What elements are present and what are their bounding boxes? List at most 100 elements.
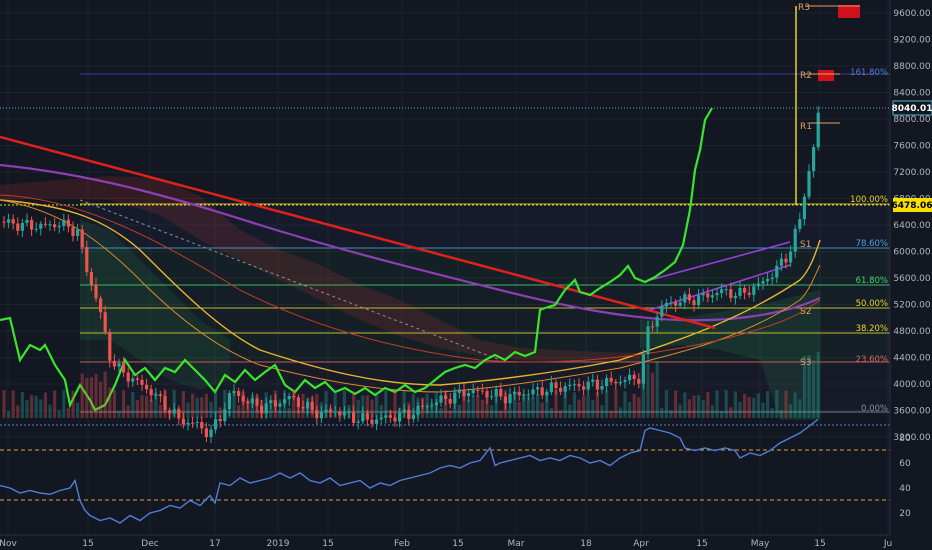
volume-bar bbox=[200, 397, 204, 418]
candle-body bbox=[283, 399, 287, 404]
volume-bar bbox=[237, 405, 241, 418]
candle-body bbox=[237, 391, 241, 396]
volume-bar bbox=[467, 399, 471, 418]
volume-bar bbox=[715, 390, 719, 418]
rsi-axis[interactable]: 80 60 40 20 bbox=[899, 434, 911, 519]
candle-body bbox=[89, 271, 93, 285]
volume-bar bbox=[260, 399, 264, 418]
candle-body bbox=[361, 413, 365, 422]
candle-body bbox=[103, 312, 107, 332]
candle-body bbox=[66, 219, 70, 227]
candle-body bbox=[747, 292, 751, 295]
candle-body bbox=[779, 258, 783, 266]
volume-bar bbox=[319, 402, 323, 418]
wedge-upper[interactable] bbox=[649, 241, 791, 281]
volume-bar bbox=[227, 410, 231, 418]
candle-body bbox=[430, 405, 434, 407]
candle-body bbox=[733, 295, 737, 299]
candle-body bbox=[646, 326, 650, 355]
r3-target-box[interactable] bbox=[838, 5, 860, 18]
candle-body bbox=[20, 222, 24, 231]
time-tick-label: 15 bbox=[814, 539, 825, 549]
time-tick-label: May bbox=[751, 539, 770, 549]
candle-body bbox=[379, 417, 383, 420]
candle-body bbox=[186, 422, 190, 425]
volume-bar bbox=[674, 390, 678, 418]
candle-body bbox=[296, 397, 300, 407]
price-tick-label: 4400.00 bbox=[893, 354, 930, 364]
candlesticks[interactable] bbox=[2, 106, 820, 444]
candle-body bbox=[559, 388, 563, 392]
volume-bar bbox=[646, 363, 650, 418]
candle-body bbox=[793, 228, 797, 252]
rsi-tick-label: 20 bbox=[899, 509, 911, 519]
volume-bar bbox=[181, 391, 185, 418]
volume-bars bbox=[2, 351, 820, 418]
volume-bar bbox=[89, 377, 93, 418]
candle-body bbox=[743, 288, 747, 293]
candle-body bbox=[660, 306, 664, 317]
volume-bar bbox=[766, 390, 770, 418]
time-tick-label: 18 bbox=[580, 539, 592, 549]
volume-bar bbox=[241, 392, 245, 418]
candle-body bbox=[439, 395, 443, 403]
volume-bar bbox=[660, 408, 664, 418]
candle-body bbox=[365, 413, 369, 420]
candle-body bbox=[393, 417, 397, 422]
candle-body bbox=[117, 363, 121, 367]
volume-bar bbox=[163, 390, 167, 418]
candle-body bbox=[697, 295, 701, 306]
volume-bar bbox=[273, 390, 277, 418]
pivot-r1: R1 bbox=[800, 122, 812, 132]
candle-body bbox=[563, 386, 567, 392]
fib-label-100: 100.00% bbox=[850, 195, 888, 205]
volume-bar bbox=[112, 390, 116, 418]
volume-bar bbox=[66, 408, 70, 418]
volume-bar bbox=[375, 392, 379, 418]
volume-bar bbox=[287, 407, 291, 418]
candle-body bbox=[508, 393, 512, 404]
volume-bar bbox=[517, 402, 521, 418]
volume-bar bbox=[356, 399, 360, 418]
volume-bar bbox=[177, 408, 181, 418]
volume-bar bbox=[30, 395, 34, 418]
time-tick-label: 15 bbox=[452, 539, 463, 549]
candle-body bbox=[462, 389, 466, 397]
volume-bar bbox=[586, 395, 590, 418]
volume-bar bbox=[536, 393, 540, 418]
cloud-red bbox=[0, 176, 640, 362]
volume-bar bbox=[793, 392, 797, 418]
volume-bar bbox=[333, 390, 337, 418]
volume-bar bbox=[448, 410, 452, 418]
candle-body bbox=[416, 405, 420, 415]
volume-bar bbox=[563, 390, 567, 418]
volume-bar bbox=[283, 390, 287, 418]
candle-body bbox=[370, 419, 374, 424]
marked-price-text: 6478.06 bbox=[892, 201, 932, 211]
candle-body bbox=[448, 399, 452, 404]
volume-bar bbox=[706, 392, 710, 418]
time-axis[interactable]: Nov 15 Dec 17 2019 15 Feb 15 Mar 18 Apr 15 May 15 Ju bbox=[0, 539, 892, 549]
descending-trendline[interactable] bbox=[0, 135, 716, 330]
candle-body bbox=[600, 386, 604, 390]
volume-bar bbox=[246, 399, 250, 418]
price-tick-label: 3200.00 bbox=[893, 433, 930, 443]
volume-bar bbox=[209, 402, 213, 418]
price-axis[interactable]: 9600.00 9200.00 8800.00 8400.00 8000.00 7600.… bbox=[893, 9, 930, 443]
candle-body bbox=[812, 147, 816, 172]
volume-bar bbox=[411, 393, 415, 418]
r2-target-box[interactable] bbox=[818, 70, 834, 81]
volume-bar bbox=[729, 407, 733, 418]
volume-bar bbox=[402, 391, 406, 418]
price-tick-label: 6000.00 bbox=[893, 248, 930, 258]
volume-bar bbox=[301, 393, 305, 418]
volume-bar bbox=[637, 397, 641, 418]
volume-bar bbox=[687, 399, 691, 418]
volume-bar bbox=[195, 397, 199, 418]
candle-body bbox=[57, 225, 61, 228]
candle-body bbox=[356, 421, 360, 423]
candle-body bbox=[255, 398, 259, 406]
wedge-lower[interactable] bbox=[649, 264, 791, 311]
